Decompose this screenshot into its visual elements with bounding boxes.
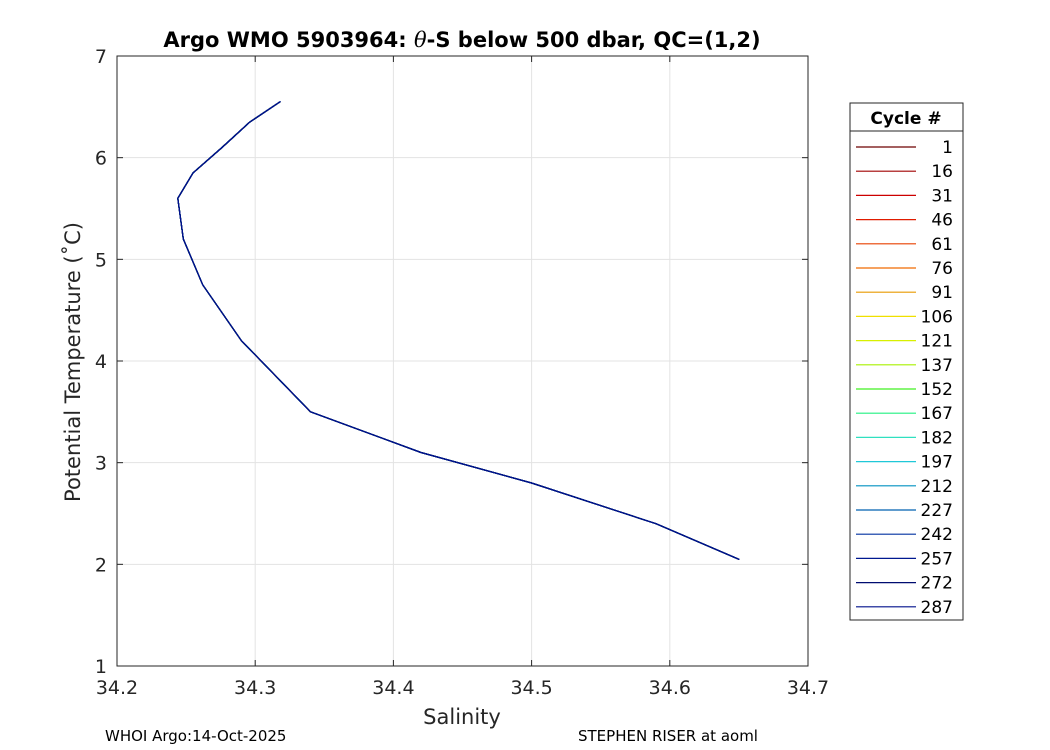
legend-label: 91 (931, 283, 953, 303)
y-tick-label: 5 (95, 249, 107, 271)
series-line-cycle-287 (177, 101, 740, 560)
x-tick-label: 34.5 (510, 677, 552, 699)
legend-label: 152 (921, 380, 953, 400)
x-tick-label: 34.2 (96, 677, 138, 699)
legend-label: 31 (931, 186, 953, 206)
legend-label: 242 (921, 525, 953, 545)
legend-entries: 1 16 31 46 61 76 91 106 121 137 152 167 182 197 212 227… (856, 138, 953, 618)
y-tick-label: 2 (95, 554, 107, 576)
legend-label: 287 (921, 598, 953, 618)
y-tick-label: 3 (95, 453, 107, 475)
legend-label: 121 (921, 332, 953, 352)
legend-label: 212 (921, 477, 953, 497)
legend-label: 76 (931, 259, 953, 279)
tick-group: 34.2 34.3 34.4 34.5 34.6 34.7 1 2 3 4 5 6 7 (95, 46, 829, 699)
y-tick-label: 1 (95, 656, 107, 678)
footer-left: WHOI Argo:14-Oct-2025 (105, 727, 286, 745)
y-tick-label: 4 (95, 351, 107, 373)
footer-right: STEPHEN RISER at aoml (578, 727, 758, 745)
x-tick-label: 34.4 (372, 677, 414, 699)
legend-label: 1 (942, 138, 953, 158)
legend-label: 106 (921, 307, 953, 327)
y-axis-label: Potential Temperature (˚C) (61, 222, 85, 502)
x-tick-label: 34.6 (649, 677, 691, 699)
title-prefix: Argo WMO 5903964: (163, 28, 414, 52)
x-tick-label: 34.7 (787, 677, 829, 699)
legend-label: 182 (921, 428, 953, 448)
title-suffix: -S below 500 dbar, QC=(1,2) (427, 28, 761, 52)
legend-label: 137 (921, 356, 953, 376)
legend-label: 197 (921, 453, 953, 473)
legend-label: 227 (921, 501, 953, 521)
title-theta: θ (414, 28, 427, 52)
legend: Cycle # 11631466176911061211371521671821… (849, 102, 964, 621)
legend-label: 272 (921, 574, 953, 594)
legend-label: 167 (921, 404, 953, 424)
series-group (177, 101, 740, 560)
x-tick-label: 34.3 (234, 677, 276, 699)
legend-label: 61 (931, 235, 953, 255)
legend-title: Cycle # (870, 109, 941, 129)
legend-label: 16 (931, 162, 953, 182)
y-tick-label: 6 (95, 148, 107, 170)
legend-label: 46 (931, 211, 953, 231)
legend-label: 257 (921, 549, 953, 569)
chart-title: Argo WMO 5903964: θ-S below 500 dbar, QC… (163, 28, 760, 52)
x-axis-label: Salinity (423, 705, 501, 729)
y-tick-label: 7 (95, 46, 107, 68)
